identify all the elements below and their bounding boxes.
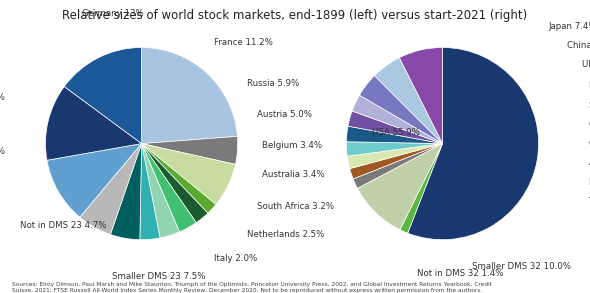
Text: Australia 2.1%: Australia 2.1% — [589, 158, 590, 167]
Wedge shape — [140, 144, 160, 240]
Text: Korea 1.8%: Korea 1.8% — [589, 178, 590, 187]
Text: UK 4.1%: UK 4.1% — [582, 60, 590, 69]
Text: Austria 5.0%: Austria 5.0% — [257, 110, 312, 119]
Wedge shape — [142, 144, 179, 238]
Wedge shape — [142, 144, 196, 232]
Wedge shape — [408, 47, 539, 240]
Wedge shape — [353, 144, 442, 188]
Wedge shape — [142, 144, 208, 223]
Text: USA 55.9%: USA 55.9% — [372, 127, 420, 137]
Text: Smaller DMS 23 7.5%: Smaller DMS 23 7.5% — [112, 272, 206, 281]
Text: Netherlands 2.5%: Netherlands 2.5% — [247, 230, 324, 239]
Wedge shape — [142, 47, 237, 144]
Text: USA 15%: USA 15% — [0, 93, 5, 102]
Text: Sources: Elroy Dimson, Paul Marsh and Mike Staunton, Triumph of the Optimists, P: Sources: Elroy Dimson, Paul Marsh and Mi… — [12, 282, 492, 293]
Wedge shape — [47, 144, 142, 217]
Text: Italy 2.0%: Italy 2.0% — [214, 254, 257, 263]
Wedge shape — [346, 126, 442, 144]
Wedge shape — [142, 144, 235, 205]
Text: Taiwan (Chinese Taipei) 1.7%: Taiwan (Chinese Taipei) 1.7% — [589, 197, 590, 206]
Text: Canada 2.4%: Canada 2.4% — [589, 139, 590, 148]
Wedge shape — [350, 144, 442, 179]
Text: China 5.1%: China 5.1% — [568, 41, 590, 50]
Text: South Africa 3.2%: South Africa 3.2% — [257, 202, 334, 211]
Text: UK 24%: UK 24% — [0, 147, 5, 156]
Text: Germany 2.6%: Germany 2.6% — [589, 120, 590, 129]
Wedge shape — [375, 58, 442, 144]
Wedge shape — [346, 142, 442, 156]
Wedge shape — [142, 144, 216, 213]
Wedge shape — [399, 47, 442, 144]
Wedge shape — [400, 144, 442, 233]
Wedge shape — [64, 47, 142, 144]
Text: Belgium 3.4%: Belgium 3.4% — [262, 141, 322, 150]
Text: Switzerland 2.6%: Switzerland 2.6% — [589, 100, 590, 110]
Text: France 2.9%: France 2.9% — [589, 81, 590, 91]
Text: Germany 13%: Germany 13% — [82, 9, 143, 18]
Wedge shape — [348, 144, 442, 169]
Wedge shape — [358, 144, 442, 230]
Wedge shape — [359, 76, 442, 144]
Wedge shape — [348, 111, 442, 144]
Text: France 11.2%: France 11.2% — [214, 38, 273, 47]
Wedge shape — [142, 136, 238, 164]
Text: Russia 5.9%: Russia 5.9% — [247, 79, 300, 88]
Text: Not in DMS 32 1.4%: Not in DMS 32 1.4% — [417, 269, 503, 278]
Wedge shape — [352, 95, 442, 144]
Wedge shape — [110, 144, 142, 240]
Text: Relative sizes of world stock markets, end-1899 (left) versus start-2021 (right): Relative sizes of world stock markets, e… — [63, 9, 527, 22]
Wedge shape — [45, 86, 142, 160]
Text: Not in DMS 23 4.7%: Not in DMS 23 4.7% — [19, 221, 106, 230]
Wedge shape — [80, 144, 142, 234]
Text: Japan 7.4%: Japan 7.4% — [548, 22, 590, 31]
Text: Australia 3.4%: Australia 3.4% — [262, 170, 324, 179]
Text: Smaller DMS 32 10.0%: Smaller DMS 32 10.0% — [472, 262, 571, 271]
